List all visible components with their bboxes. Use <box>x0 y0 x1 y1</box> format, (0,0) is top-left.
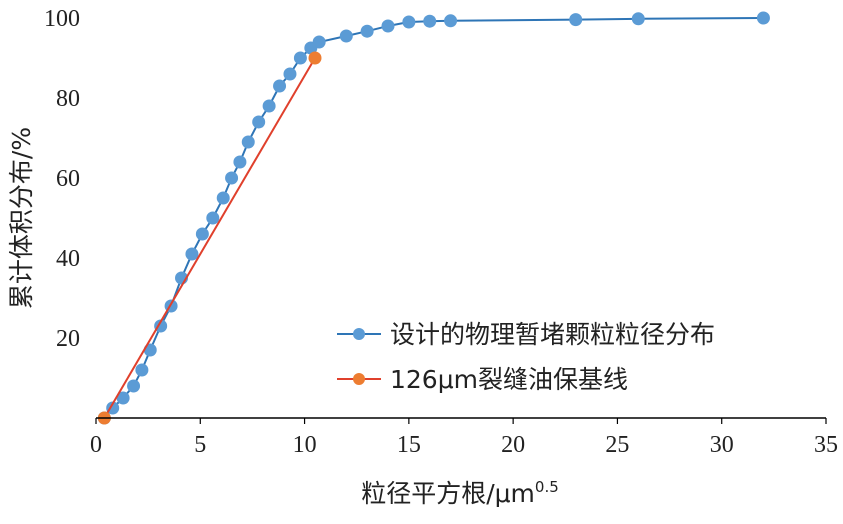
data-point <box>241 135 255 149</box>
data-point <box>402 15 416 29</box>
y-tick-label: 20 <box>56 326 80 352</box>
x-axis-ticks: 0 5 10 15 20 25 30 35 <box>90 418 838 458</box>
x-tick-label: 10 <box>293 432 317 458</box>
data-point <box>631 12 645 26</box>
data-point <box>308 51 322 65</box>
data-point <box>225 171 239 185</box>
data-point <box>185 247 199 261</box>
series-line-1 <box>103 57 316 419</box>
y-tick-label: 100 <box>44 6 80 32</box>
x-tick-label: 30 <box>710 432 734 458</box>
data-point <box>116 391 130 405</box>
y-tick-label: 60 <box>56 166 80 192</box>
data-point <box>360 24 374 38</box>
legend-marker-1 <box>353 373 365 385</box>
legend-marker-0 <box>353 328 365 340</box>
y-tick-label: 40 <box>56 246 80 272</box>
data-point <box>339 29 353 43</box>
x-tick-label: 20 <box>501 432 525 458</box>
data-point <box>283 67 297 81</box>
series-line-0 <box>103 17 764 419</box>
data-point <box>262 99 276 113</box>
series-1 <box>97 51 322 425</box>
data-point <box>423 14 437 28</box>
data-point <box>216 191 230 205</box>
data-point <box>233 155 247 169</box>
series-0 <box>97 11 770 425</box>
x-tick-label: 25 <box>605 432 629 458</box>
data-point <box>444 14 458 28</box>
legend-label-1: 126μm裂缝油保基线 <box>390 365 628 394</box>
data-point <box>127 379 141 393</box>
legend: 设计的物理暂堵颗粒粒径分布 126μm裂缝油保基线 <box>337 320 715 394</box>
y-axis-title: 累计体积分布/% <box>7 127 36 309</box>
x-axis-title: 粒径平方根/μm0.5 <box>361 478 559 508</box>
legend-item-0: 设计的物理暂堵颗粒粒径分布 <box>337 320 715 349</box>
data-point <box>756 11 770 25</box>
x-tick-label: 35 <box>814 432 838 458</box>
data-point <box>569 13 583 27</box>
legend-item-1: 126μm裂缝油保基线 <box>337 365 628 394</box>
data-point <box>135 363 149 377</box>
y-axis-ticks: 20 40 60 80 100 <box>44 6 80 352</box>
data-point <box>312 35 326 49</box>
data-point <box>206 211 220 225</box>
plot-area <box>97 11 770 425</box>
x-tick-label: 15 <box>397 432 421 458</box>
data-point <box>252 115 266 129</box>
data-point <box>381 19 395 33</box>
data-point <box>195 227 209 241</box>
data-point <box>293 51 307 65</box>
x-tick-label: 0 <box>90 432 102 458</box>
x-tick-label: 5 <box>194 432 206 458</box>
y-tick-label: 80 <box>56 86 80 112</box>
legend-label-0: 设计的物理暂堵颗粒粒径分布 <box>390 320 715 349</box>
data-point <box>273 79 287 93</box>
